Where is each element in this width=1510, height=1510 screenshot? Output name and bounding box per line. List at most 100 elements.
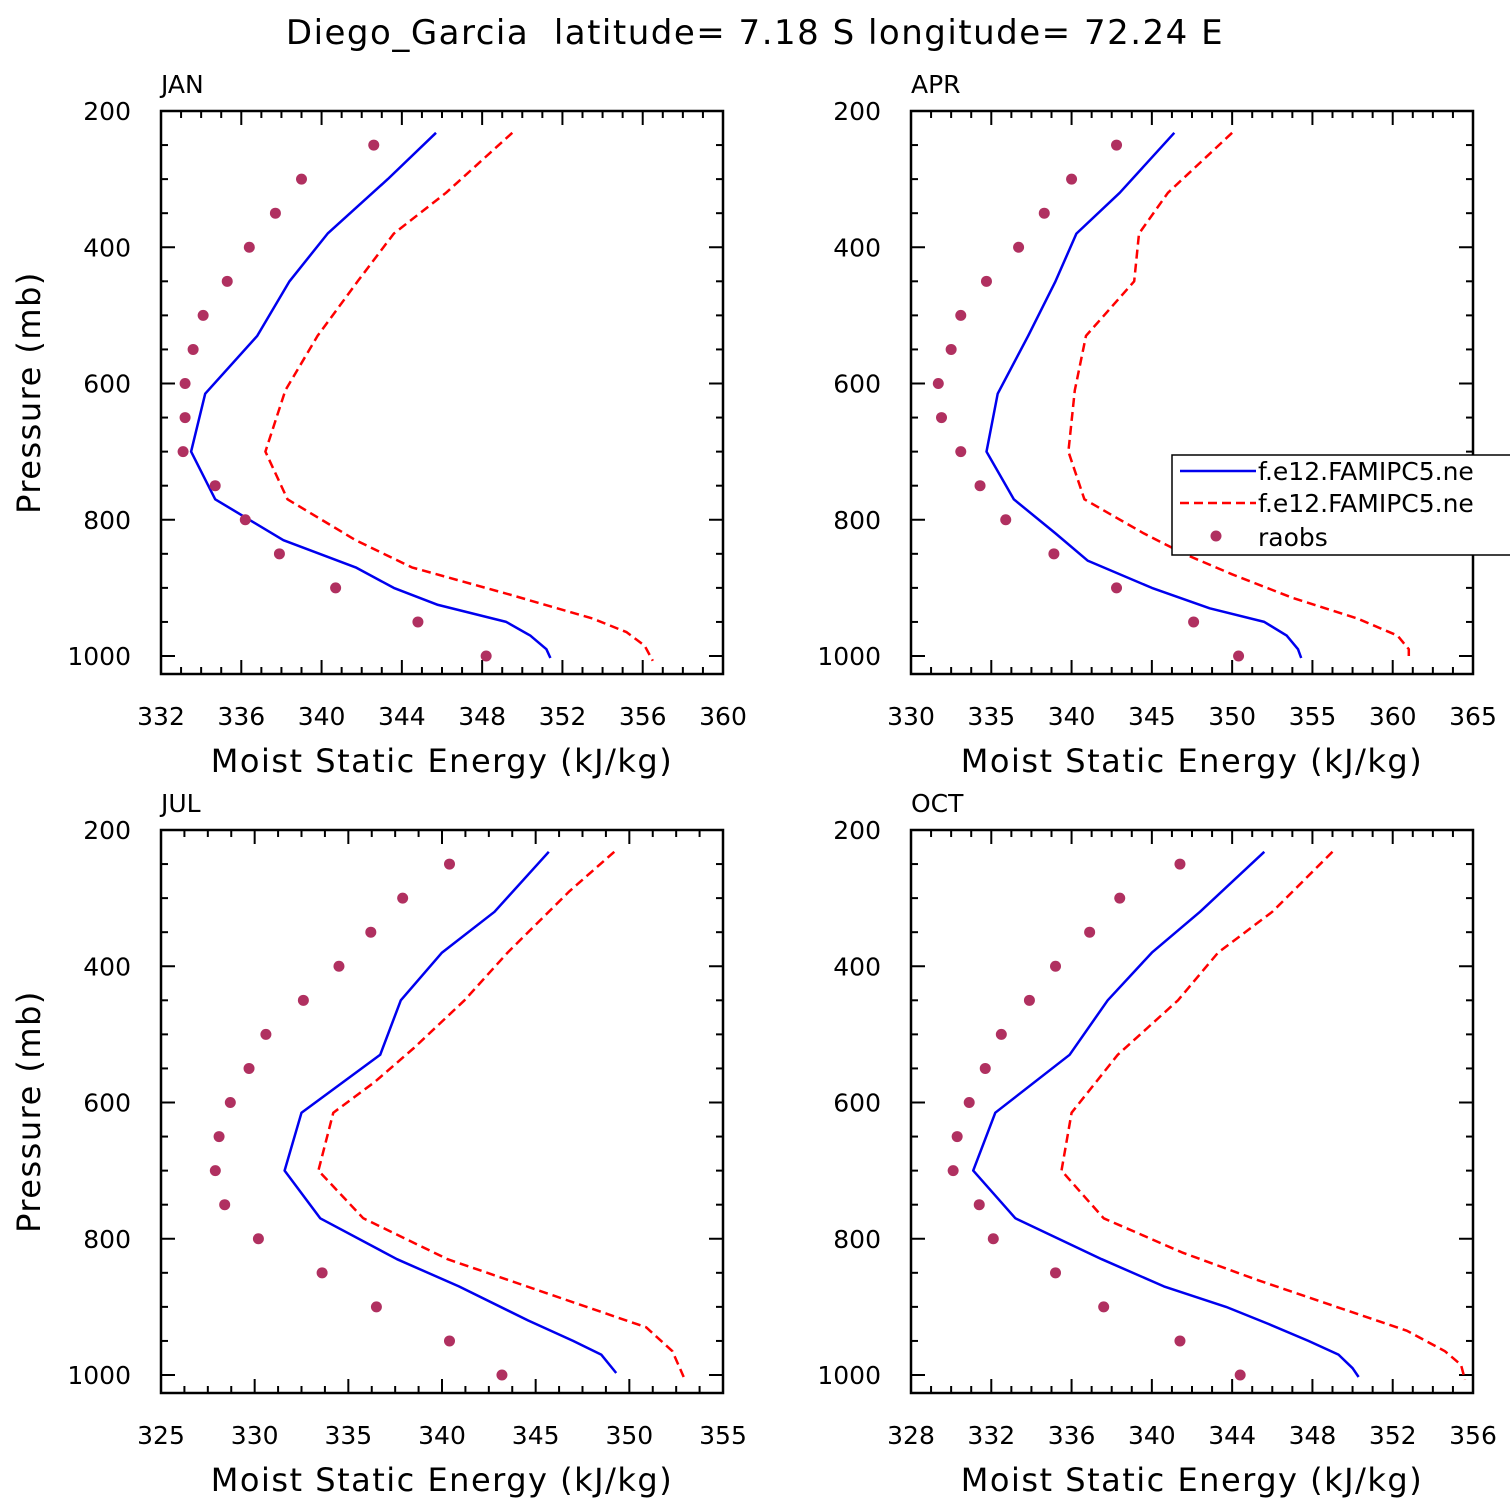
- raobs-point: [297, 994, 309, 1006]
- x-tick-label: 328: [887, 1421, 935, 1450]
- raobs-point: [987, 1233, 999, 1245]
- raobs-point: [995, 1028, 1007, 1040]
- raobs-point: [330, 582, 342, 594]
- x-tick-label: 335: [967, 702, 1015, 731]
- raobs-point: [1066, 173, 1078, 185]
- legend-label-raobs: raobs: [1258, 523, 1328, 552]
- raobs-point: [1050, 960, 1062, 972]
- legend-label-solid: f.e12.FAMIPC5.ne: [1258, 457, 1474, 486]
- x-tick-label: 360: [699, 702, 747, 731]
- raobs-point: [269, 207, 281, 219]
- y-axis-label: Pressure (mb): [10, 990, 48, 1233]
- raobs-point: [443, 1335, 455, 1347]
- raobs-point: [177, 446, 189, 458]
- panel-title: JAN: [159, 70, 204, 99]
- x-tick-label: 325: [137, 1421, 185, 1450]
- raobs-point: [1023, 994, 1035, 1006]
- raobs-point: [209, 1165, 221, 1177]
- x-tick-label: 336: [1048, 1421, 1096, 1450]
- raobs-point: [979, 1062, 991, 1074]
- legend-dot-raobs: [1210, 530, 1222, 542]
- raobs-point: [443, 858, 455, 870]
- raobs-point: [197, 309, 209, 321]
- panel-title: APR: [911, 70, 961, 99]
- y-tick-label: 800: [83, 506, 131, 535]
- x-tick-label: 335: [324, 1421, 372, 1450]
- x-tick-label: 356: [1449, 1421, 1497, 1450]
- raobs-point: [187, 343, 199, 355]
- y-tick-label: 200: [833, 816, 881, 845]
- model-line-solid: [985, 131, 1303, 659]
- y-tick-label: 600: [833, 1089, 881, 1118]
- raobs-point: [1174, 858, 1186, 870]
- x-tick-label: 352: [1369, 1421, 1417, 1450]
- raobs-point: [980, 275, 992, 287]
- y-tick-label: 400: [83, 233, 131, 262]
- raobs-point: [179, 412, 191, 424]
- x-tick-label: 345: [512, 1421, 560, 1450]
- raobs-point: [260, 1028, 272, 1040]
- x-tick-label: 350: [1208, 702, 1256, 731]
- plot-frame: [909, 109, 1475, 676]
- y-tick-label: 200: [83, 97, 131, 126]
- raobs-point: [1038, 207, 1050, 219]
- x-axis-label: Moist Static Energy (kJ/kg): [211, 1461, 673, 1499]
- raobs-point: [1048, 548, 1060, 560]
- raobs-point: [243, 241, 255, 253]
- panel-title: JUL: [159, 789, 201, 818]
- raobs-point: [1013, 241, 1025, 253]
- y-tick-label: 200: [83, 816, 131, 845]
- x-tick-label: 332: [967, 1421, 1015, 1450]
- raobs-point: [224, 1097, 236, 1108]
- raobs-point: [1233, 650, 1245, 662]
- raobs-point: [243, 1062, 255, 1074]
- raobs-point: [213, 1131, 225, 1143]
- y-tick-label: 400: [833, 952, 881, 981]
- x-tick-label: 344: [378, 702, 426, 731]
- raobs-point: [273, 548, 285, 560]
- panel-title: OCT: [911, 789, 964, 818]
- y-tick-label: 400: [833, 233, 881, 262]
- raobs-point: [963, 1097, 975, 1108]
- raobs-point: [397, 892, 409, 904]
- raobs-point: [945, 343, 957, 355]
- y-axis-label: Pressure (mb): [10, 271, 48, 514]
- panel-oct: 200 400 600 800 1000 328 332 336 340 344 348 352 356…: [817, 789, 1496, 1499]
- raobs-point: [1098, 1301, 1110, 1313]
- raobs-point: [1111, 139, 1123, 151]
- raobs-point: [365, 926, 377, 938]
- raobs-point: [951, 1131, 963, 1143]
- raobs-point: [368, 139, 380, 151]
- x-tick-label: 332: [137, 702, 185, 731]
- raobs-point: [1174, 1335, 1186, 1347]
- x-tick-label: 345: [1128, 702, 1176, 731]
- x-tick-label: 365: [1449, 702, 1497, 731]
- raobs-point: [932, 378, 944, 389]
- raobs-point: [955, 309, 967, 321]
- model-line-solid: [189, 131, 552, 659]
- raobs-point: [296, 173, 307, 185]
- raobs-point: [209, 480, 221, 492]
- y-tick-label: 800: [833, 1225, 881, 1254]
- plot-frame: [159, 828, 725, 1395]
- legend-label-dashed: f.e12.FAMIPC5.ne: [1258, 489, 1474, 518]
- x-tick-label: 340: [418, 1421, 466, 1450]
- y-tick-label: 600: [83, 1089, 131, 1118]
- y-tick-label: 1000: [67, 642, 131, 671]
- raobs-point: [496, 1369, 508, 1381]
- raobs-point: [1050, 1267, 1062, 1279]
- x-tick-label: 360: [1369, 702, 1417, 731]
- raobs-point: [974, 480, 986, 492]
- raobs-point: [1234, 1369, 1246, 1381]
- raobs-point: [252, 1233, 264, 1245]
- raobs-point: [239, 514, 251, 526]
- raobs-point: [221, 275, 233, 287]
- raobs-point: [370, 1301, 382, 1313]
- x-tick-label: 355: [699, 1421, 747, 1450]
- model-line-solid: [283, 850, 618, 1374]
- raobs-point: [480, 650, 492, 662]
- raobs-point: [955, 446, 967, 458]
- y-tick-label: 400: [83, 952, 131, 981]
- raobs-point: [936, 412, 948, 424]
